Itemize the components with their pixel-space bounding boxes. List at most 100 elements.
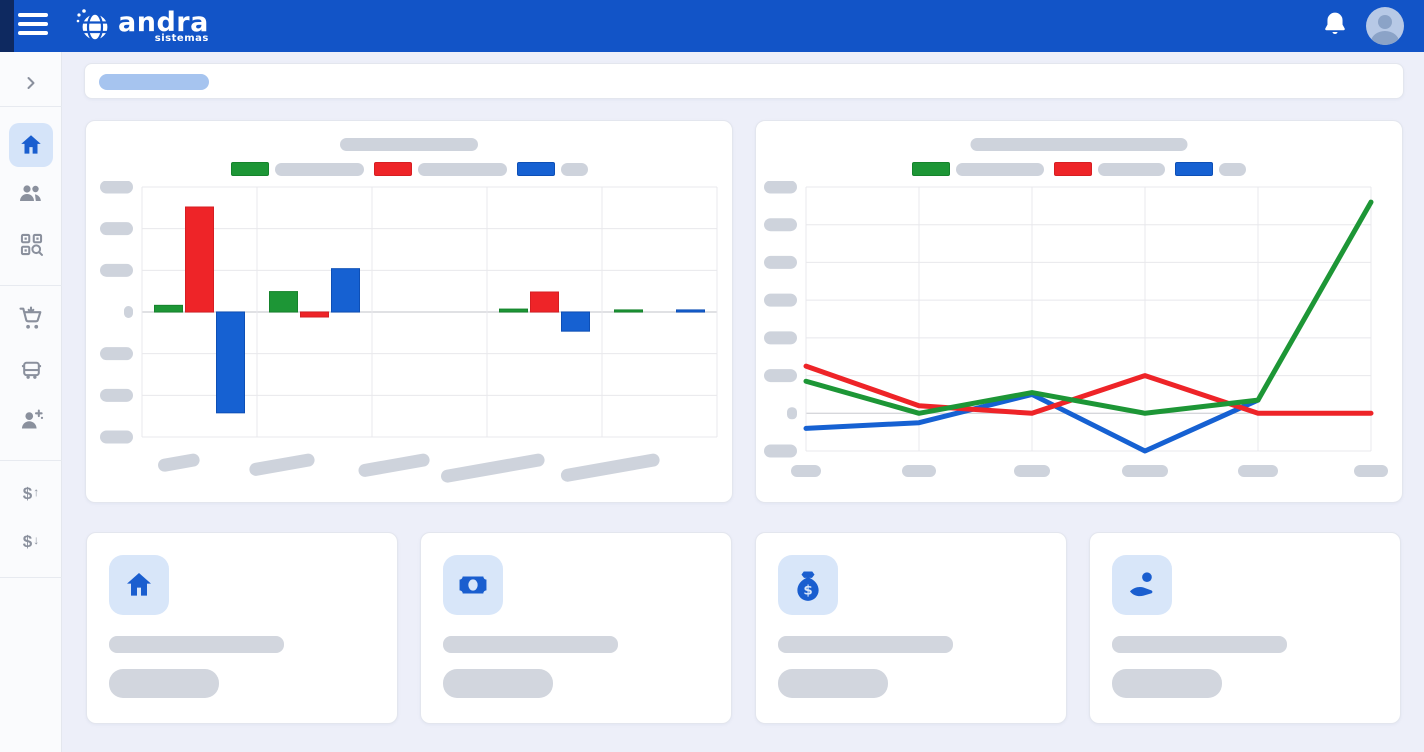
bars-series-red xyxy=(185,206,559,318)
app-header: andra sistemas xyxy=(0,0,1424,52)
legend-entry-series-blue xyxy=(1175,162,1246,176)
summary-card-payments xyxy=(420,532,732,724)
x-tick-skeleton xyxy=(1122,465,1168,477)
bar xyxy=(300,311,329,318)
chart-title-skeleton xyxy=(970,138,1188,151)
breadcrumb-bar xyxy=(84,63,1404,99)
menu-icon[interactable] xyxy=(18,13,48,39)
y-tick-skeleton xyxy=(764,255,797,269)
chart-title-skeleton xyxy=(340,138,478,151)
bar xyxy=(561,311,590,332)
home-icon xyxy=(21,135,41,154)
card-value-skeleton xyxy=(443,669,553,698)
notifications-bell-icon[interactable] xyxy=(1320,11,1350,41)
sidebar-item-vehicle[interactable] xyxy=(0,352,62,386)
main-content: $ xyxy=(62,52,1424,752)
y-tick-skeleton xyxy=(100,430,133,444)
x-tick-skeleton xyxy=(902,465,936,477)
legend-label-skeleton xyxy=(1098,162,1165,176)
logo-globe-icon xyxy=(76,9,110,42)
legend-swatch xyxy=(373,162,412,176)
bar xyxy=(614,309,643,313)
sidebar-item-qr-search[interactable] xyxy=(0,227,62,261)
money-out-icon: $ ↓ xyxy=(22,531,40,551)
person-add-icon xyxy=(21,408,43,428)
x-tick-skeleton xyxy=(249,453,315,476)
card-value-skeleton xyxy=(778,669,888,698)
users-icon xyxy=(20,185,41,201)
bars-series-blue xyxy=(216,268,705,414)
header-accent-strip xyxy=(0,0,14,52)
chevron-right-icon xyxy=(27,77,35,89)
card-value-skeleton xyxy=(1112,669,1222,698)
qr-search-icon xyxy=(20,233,43,256)
legend-swatch xyxy=(230,162,269,176)
card-text-skeleton xyxy=(1112,636,1287,653)
app-logo[interactable]: andra sistemas xyxy=(72,5,209,47)
sidebar-expand-button[interactable] xyxy=(0,66,62,100)
y-tick-skeleton xyxy=(764,369,797,383)
x-tick-skeleton xyxy=(358,453,430,477)
sidebar-item-money-out[interactable]: $ ↓ xyxy=(0,524,62,558)
legend-label-skeleton xyxy=(274,162,364,176)
legend-entry-series-green xyxy=(912,162,1044,176)
x-tick-skeleton xyxy=(1238,465,1278,477)
bar xyxy=(216,311,245,414)
legend-entry-series-red xyxy=(1054,162,1165,176)
line-chart-legend xyxy=(756,162,1402,176)
bar xyxy=(154,304,183,313)
sidebar-item-money-in[interactable]: $ ↑ xyxy=(0,476,62,510)
bar-chart xyxy=(100,181,718,483)
card-text-skeleton xyxy=(443,636,618,653)
app-tagline: sistemas xyxy=(154,32,209,44)
sidebar-divider xyxy=(0,285,62,286)
x-tick-skeleton xyxy=(1014,465,1050,477)
svg-text:$: $ xyxy=(803,583,812,598)
y-tick-skeleton xyxy=(124,306,133,318)
legend-entry-series-red xyxy=(373,162,507,176)
y-tick-skeleton xyxy=(764,181,797,194)
summary-card-revenue: $ xyxy=(755,532,1067,724)
bar-chart-legend xyxy=(86,162,732,176)
legend-label-skeleton xyxy=(417,162,507,176)
line-chart-card xyxy=(755,120,1403,503)
sidebar-divider xyxy=(0,106,62,107)
y-tick-skeleton xyxy=(100,263,133,277)
bar-chart-card xyxy=(85,120,733,503)
legend-swatch xyxy=(1175,162,1213,176)
card-text-skeleton xyxy=(778,636,953,653)
sidebar-item-home[interactable] xyxy=(9,123,53,167)
line-x-axis-skeleton xyxy=(791,465,1388,477)
bars-series-green xyxy=(154,291,643,313)
bar-x-axis-skeleton xyxy=(158,453,660,483)
bar-y-axis-skeleton xyxy=(100,181,133,444)
bar xyxy=(185,206,214,313)
x-tick-skeleton xyxy=(791,465,821,477)
bar xyxy=(499,308,528,313)
sidebar-item-person-add[interactable] xyxy=(0,402,62,436)
money-in-icon: $ ↑ xyxy=(22,483,40,503)
line-chart xyxy=(764,181,1388,477)
line-series-green xyxy=(803,199,1374,416)
vehicle-icon xyxy=(21,361,41,379)
legend-entry-series-green xyxy=(230,162,364,176)
card-value-skeleton xyxy=(109,669,219,698)
legend-label-skeleton xyxy=(956,162,1044,176)
y-tick-skeleton xyxy=(764,218,797,232)
user-avatar[interactable] xyxy=(1366,7,1404,45)
money-bag-icon: $ xyxy=(797,571,819,601)
x-tick-skeleton xyxy=(560,453,660,482)
legend-label-skeleton xyxy=(560,162,588,176)
sidebar-item-users[interactable] xyxy=(0,176,62,210)
y-tick-skeleton xyxy=(764,331,797,345)
card-text-skeleton xyxy=(109,636,284,653)
line-series-red xyxy=(803,363,1374,416)
summary-card-customers xyxy=(1089,532,1401,724)
x-tick-skeleton xyxy=(1354,465,1388,477)
cart-icon xyxy=(19,306,42,329)
person-care-icon xyxy=(1129,572,1153,597)
line-y-axis-skeleton xyxy=(764,181,797,458)
x-tick-skeleton xyxy=(158,453,200,472)
sidebar-item-cart[interactable] xyxy=(0,301,62,335)
x-tick-skeleton xyxy=(440,453,545,483)
